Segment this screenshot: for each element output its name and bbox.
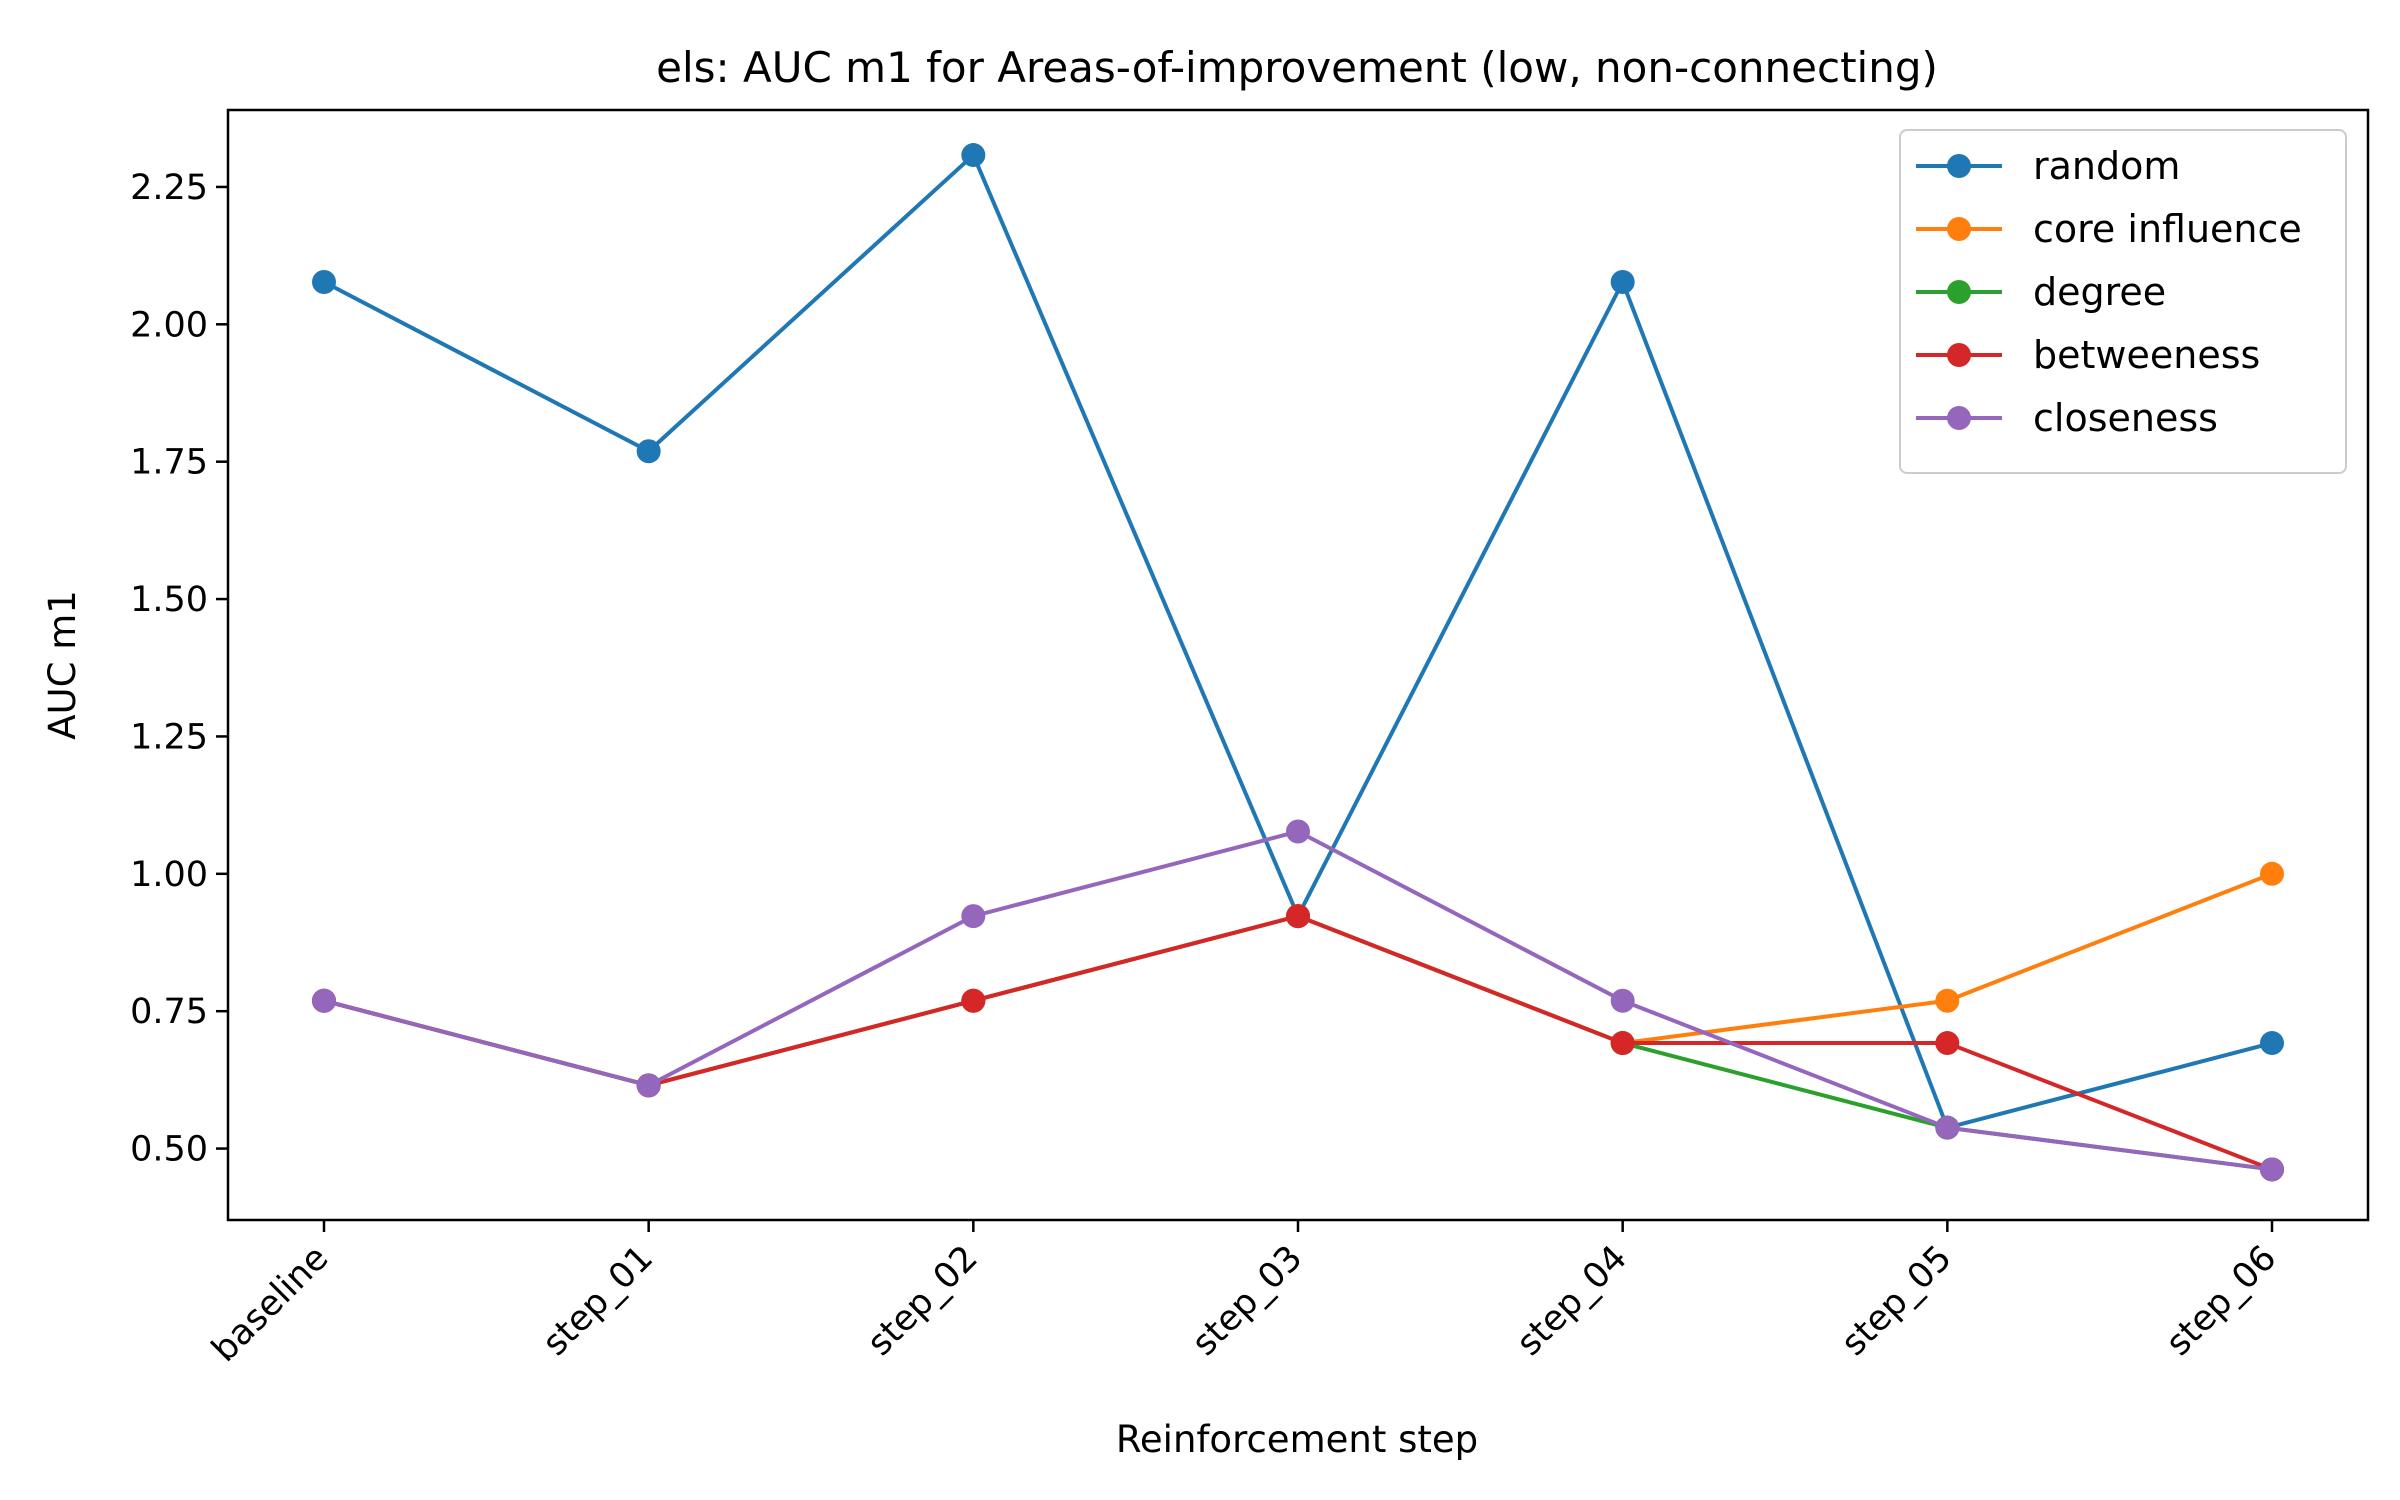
legend-marker-betweeness — [1947, 343, 1971, 367]
x-axis: baseline step_01 step_02 step_03 step_04 step… — [204, 1220, 2284, 1370]
legend-label-random: random — [2033, 144, 2180, 188]
legend-marker-degree — [1947, 280, 1971, 304]
y-tick-label: 1.75 — [130, 443, 208, 483]
x-tick-label: step_06 — [2159, 1238, 2285, 1364]
x-tick-label: step_02 — [860, 1238, 986, 1364]
x-axis-title: Reinforcement step — [1116, 1418, 1478, 1461]
y-tick-label: 2.25 — [130, 168, 208, 208]
legend-box — [1899, 129, 2347, 474]
legend-label-betweeness: betweeness — [2033, 333, 2260, 377]
y-tick-label: 0.75 — [130, 992, 208, 1032]
y-tick-label: 0.50 — [130, 1130, 208, 1170]
data-point-closeness — [961, 904, 986, 929]
data-point-betweeness — [961, 988, 986, 1013]
legend-marker-random — [1947, 154, 1971, 178]
x-tick-label: step_03 — [1185, 1238, 1311, 1364]
legend-marker-core-influence — [1947, 217, 1971, 241]
x-tick-label: baseline — [204, 1238, 336, 1370]
legend-label-core-influence: core influence — [2033, 207, 2302, 251]
chart-title: els: AUC m1 for Areas-of-improvement (lo… — [656, 43, 1938, 92]
x-tick-label: step_04 — [1509, 1238, 1635, 1364]
legend-label-degree: degree — [2033, 270, 2166, 314]
plot-area — [312, 143, 2284, 1182]
data-point-closeness — [312, 988, 336, 1013]
y-tick-label: 1.50 — [130, 580, 208, 620]
data-point-betweeness — [1610, 1031, 1635, 1056]
legend: random core influence degree betweeness clos… — [1899, 129, 2347, 474]
y-tick-label: 1.25 — [130, 717, 208, 757]
data-point-random — [312, 269, 336, 294]
data-point-closeness — [1935, 1115, 1960, 1140]
data-point-closeness — [1610, 988, 1635, 1013]
y-axis: 0.50 0.75 1.00 1.25 1.50 1.75 2.00 2.25 — [130, 168, 228, 1170]
y-axis-title: AUC m1 — [41, 590, 84, 740]
data-point-random — [636, 439, 661, 464]
legend-label-closeness: closeness — [2033, 396, 2218, 440]
x-tick-label: step_01 — [535, 1238, 661, 1364]
data-point-random — [2260, 1031, 2284, 1056]
data-point-random — [961, 143, 986, 168]
data-point-random — [1610, 269, 1635, 294]
data-point-closeness — [2260, 1157, 2284, 1182]
data-point-core-influence — [1935, 988, 1960, 1013]
data-point-betweeness — [1286, 904, 1310, 929]
data-point-core-influence — [2260, 861, 2284, 886]
y-tick-label: 2.00 — [130, 305, 208, 345]
data-point-closeness — [1286, 819, 1310, 844]
x-tick-label: step_05 — [1834, 1238, 1960, 1364]
data-point-closeness — [636, 1073, 661, 1098]
legend-marker-closeness — [1947, 406, 1971, 430]
data-point-betweeness — [1935, 1031, 1960, 1056]
y-tick-label: 1.00 — [130, 855, 208, 895]
